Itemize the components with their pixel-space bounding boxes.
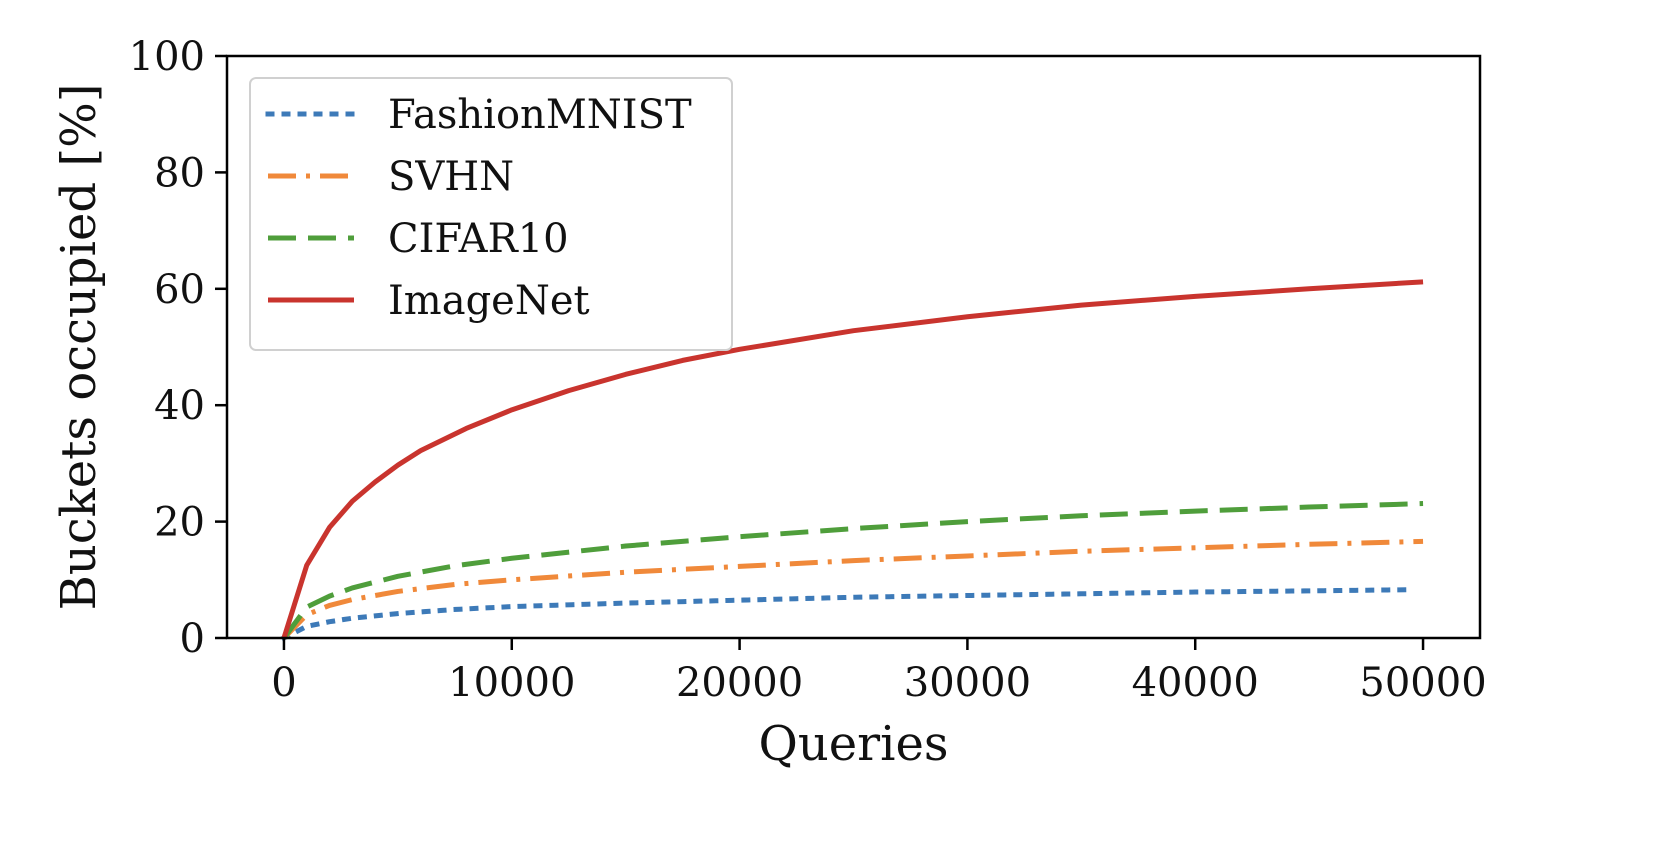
x-tick-label: 20000 [676, 660, 803, 706]
series-layer [280, 279, 1424, 642]
y-tick-label: 0 [180, 616, 205, 662]
y-tick-label: 60 [154, 267, 205, 313]
x-tick-label: 10000 [448, 660, 575, 706]
legend-label-imagenet: ImageNet [388, 278, 590, 324]
x-tick-label: 50000 [1359, 660, 1486, 706]
y-tick-label: 100 [129, 34, 205, 80]
series-line-fashionmnist [280, 587, 1415, 642]
legend-label-svhn: SVHN [388, 154, 514, 200]
y-axis-label: Buckets occupied [%] [51, 84, 107, 611]
x-tick-label: 0 [271, 660, 296, 706]
plot-frame [225, 54, 1482, 640]
series-line-cifar10 [281, 501, 1424, 640]
x-tick-label: 30000 [904, 660, 1031, 706]
ticks-layer: 0 10000 20000 30000 40000 50000 0 20 40 60 80 100 [129, 34, 1487, 706]
legend-label-cifar10: CIFAR10 [388, 216, 569, 262]
series-line-imagenet [281, 279, 1424, 639]
x-axis-label: Queries [758, 716, 948, 772]
x-tick-label: 40000 [1132, 660, 1259, 706]
y-tick-label: 20 [154, 500, 205, 546]
legend-box [249, 77, 733, 351]
legend-label-fashionmnist: FashionMNIST [388, 92, 692, 138]
legend: FashionMNIST SVHN CIFAR10 ImageNet [249, 77, 733, 351]
series-line-svhn [282, 538, 1424, 640]
y-tick-label: 40 [154, 383, 205, 429]
y-tick-label: 80 [154, 150, 205, 196]
